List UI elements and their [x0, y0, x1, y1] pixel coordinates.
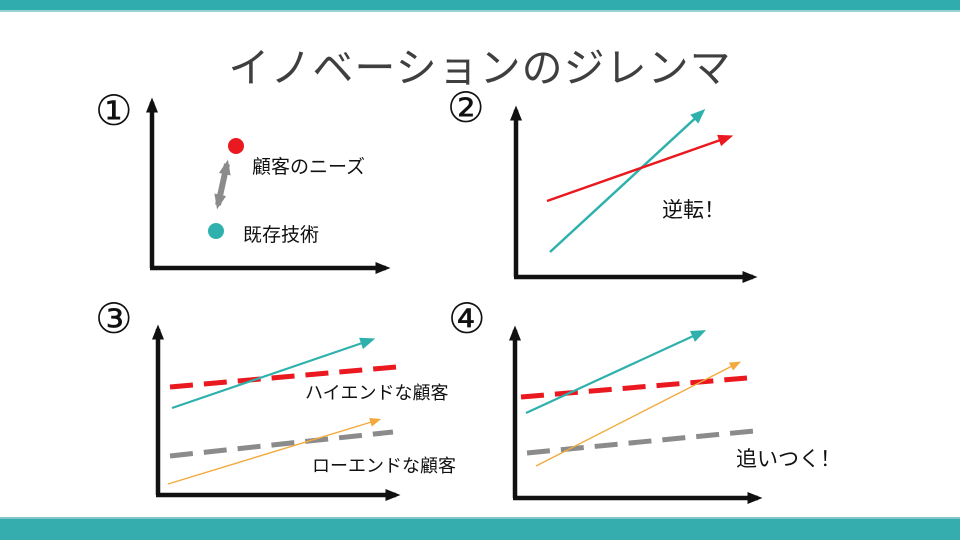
high-end-customers-label: ハイエンドな顧客	[305, 383, 449, 403]
existing-tech-arrow	[549, 108, 706, 253]
panel-4-number: ④	[448, 294, 486, 343]
panel-4-chart	[509, 325, 763, 504]
low-end-needs-dashed-line	[526, 428, 755, 456]
gap-double-arrow	[214, 159, 231, 210]
existing-tech-dot	[208, 223, 224, 239]
customer-needs-label: 顧客のニーズ	[252, 157, 366, 178]
panel-2-number: ②	[447, 83, 485, 132]
panel-3-chart	[152, 324, 401, 501]
existing-tech-label: 既存技術	[243, 225, 320, 246]
panel-1-number: ①	[95, 86, 133, 135]
bottom-accent-bar	[0, 517, 960, 540]
page-title: イノベーションのジレンマ	[228, 45, 732, 91]
customer-needs-dot	[228, 138, 244, 154]
panel-1-chart	[146, 97, 391, 274]
low-end-needs-dashed-line	[169, 429, 394, 459]
customer-needs-arrow	[546, 134, 734, 203]
panel-3-number: ③	[95, 294, 133, 343]
low-end-customers-label: ローエンドな顧客	[312, 456, 456, 476]
incumbent-tech-arrow	[525, 330, 707, 414]
top-accent-bar	[0, 0, 960, 12]
disruptive-tech-arrow	[535, 361, 742, 467]
panel-2-chart	[510, 105, 758, 283]
incumbent-tech-arrow	[171, 337, 376, 410]
high-end-needs-dashed-line	[520, 375, 748, 400]
catch-up-annotation: 追いつく！	[736, 448, 841, 471]
disruptive-tech-arrow	[167, 417, 382, 485]
high-end-needs-dashed-line	[169, 364, 397, 390]
reversal-annotation: 逆転！	[662, 199, 725, 222]
